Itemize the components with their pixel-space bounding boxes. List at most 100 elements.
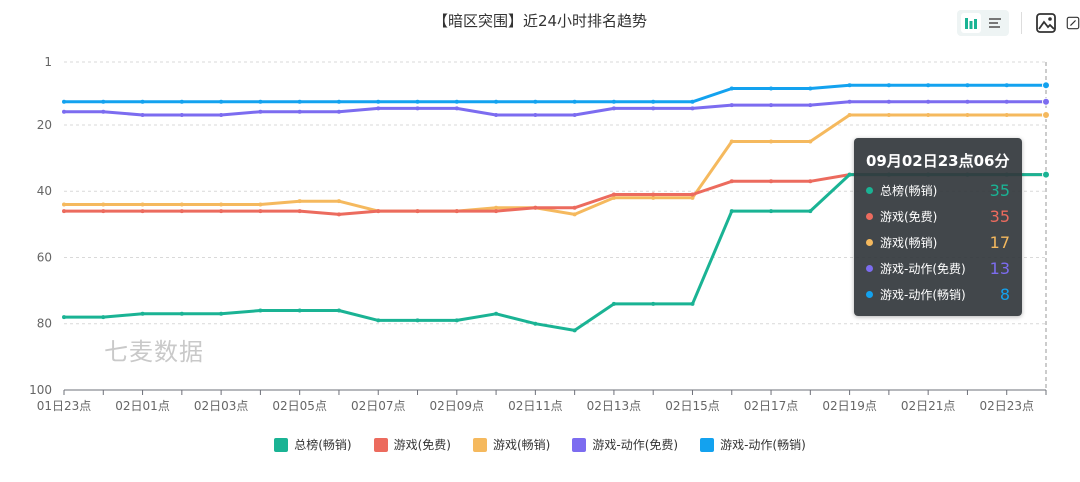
x-tick-label: 01日23点	[37, 399, 92, 413]
data-point	[179, 209, 184, 214]
data-point	[690, 99, 695, 104]
legend-swatch-icon	[274, 437, 289, 452]
legend-swatch-icon	[373, 437, 388, 452]
y-tick-label: 20	[37, 118, 52, 132]
data-point	[297, 308, 302, 313]
data-point	[729, 209, 734, 214]
y-tick-label: 1	[44, 55, 52, 69]
legend-label: 游戏-动作(免费)	[592, 438, 679, 452]
data-point	[336, 308, 341, 313]
data-point	[297, 99, 302, 104]
data-point	[1004, 83, 1009, 88]
data-point	[729, 139, 734, 144]
data-point	[533, 321, 538, 326]
data-point	[494, 99, 499, 104]
data-point	[376, 99, 381, 104]
data-point	[690, 195, 695, 200]
data-point	[572, 328, 577, 333]
data-point	[219, 99, 224, 104]
data-point	[454, 99, 459, 104]
legend-swatch-icon	[572, 437, 587, 452]
data-point	[376, 209, 381, 214]
data-point	[1042, 81, 1050, 90]
x-tick-label: 02日05点	[272, 399, 327, 413]
data-point	[1042, 170, 1050, 179]
tooltip-series-value: 35	[989, 180, 1010, 200]
tooltip-series-value: 13	[989, 258, 1010, 278]
series-dot-icon	[866, 264, 873, 272]
data-point	[769, 179, 774, 184]
data-point	[611, 301, 616, 306]
series-dot-icon	[866, 186, 873, 194]
data-point	[454, 106, 459, 111]
watermark: 七麦数据	[104, 338, 204, 366]
data-point	[101, 209, 106, 214]
data-point	[454, 318, 459, 323]
bar-chart-icon[interactable]	[961, 13, 981, 33]
tooltip-series-name: 游戏-动作(畅销)	[880, 287, 966, 302]
chart-title: 【暗区突围】近24小时排名趋势	[432, 12, 648, 30]
data-point	[376, 106, 381, 111]
data-point	[219, 209, 224, 214]
data-point	[965, 83, 970, 88]
data-point	[258, 99, 263, 104]
x-tick-label: 02日15点	[665, 399, 720, 413]
data-point	[572, 212, 577, 217]
data-point	[219, 113, 224, 118]
data-point	[336, 212, 341, 217]
list-icon[interactable]	[985, 13, 1005, 33]
data-point	[101, 315, 106, 320]
data-point	[62, 109, 66, 114]
data-point	[533, 99, 538, 104]
data-point	[219, 202, 224, 207]
data-point	[415, 99, 420, 104]
data-point	[179, 113, 184, 118]
data-point	[926, 83, 931, 88]
series-line	[64, 100, 1046, 117]
data-point	[1042, 97, 1050, 106]
expand-icon[interactable]	[1066, 11, 1080, 35]
data-point	[611, 192, 616, 197]
data-point	[62, 99, 66, 104]
data-point	[140, 99, 145, 104]
data-point	[494, 113, 499, 118]
x-tick-label: 02日19点	[822, 399, 877, 413]
data-point	[494, 209, 499, 214]
data-point	[769, 86, 774, 91]
legend-swatch-icon	[700, 437, 715, 452]
tooltip-series-name: 游戏(畅销)	[880, 235, 938, 250]
legend-item[interactable]: 游戏-动作(免费)	[572, 436, 678, 453]
data-point	[62, 315, 66, 320]
data-point	[415, 209, 420, 214]
data-point	[965, 99, 970, 104]
legend-swatch-icon	[472, 437, 487, 452]
data-point	[336, 199, 341, 204]
data-point	[926, 113, 931, 118]
tooltip-title: 09月02日23点06分	[866, 152, 1010, 170]
data-point	[533, 113, 538, 118]
legend-item[interactable]: 游戏(畅销)	[472, 436, 550, 453]
tooltip-row: 游戏(畅销) 17	[854, 229, 1022, 255]
data-point	[1042, 111, 1050, 120]
data-point	[729, 179, 734, 184]
data-point	[847, 83, 852, 88]
data-point	[690, 192, 695, 197]
legend-item[interactable]: 总榜(畅销)	[274, 436, 352, 453]
data-point	[258, 202, 263, 207]
data-point	[651, 106, 656, 111]
tooltip-series-value: 35	[989, 206, 1010, 226]
data-point	[179, 99, 184, 104]
y-axis: 1 20 40 60 80 100	[29, 55, 52, 397]
series-游戏-动作(免费)	[62, 97, 1050, 118]
toolbar-divider	[1021, 12, 1022, 34]
data-point	[1004, 99, 1009, 104]
data-point	[62, 209, 66, 214]
data-point	[729, 103, 734, 108]
legend-item[interactable]: 游戏-动作(畅销)	[700, 436, 806, 453]
image-icon[interactable]	[1034, 11, 1058, 35]
tooltip-series-value: 8	[999, 284, 1010, 304]
data-point	[336, 109, 341, 114]
series-line	[64, 113, 1046, 216]
legend: 总榜(畅销) 游戏(免费) 游戏(畅销) 游戏-动作(免费) 游戏-动作(畅销)	[0, 436, 1080, 453]
legend-item[interactable]: 游戏(免费)	[373, 436, 451, 453]
